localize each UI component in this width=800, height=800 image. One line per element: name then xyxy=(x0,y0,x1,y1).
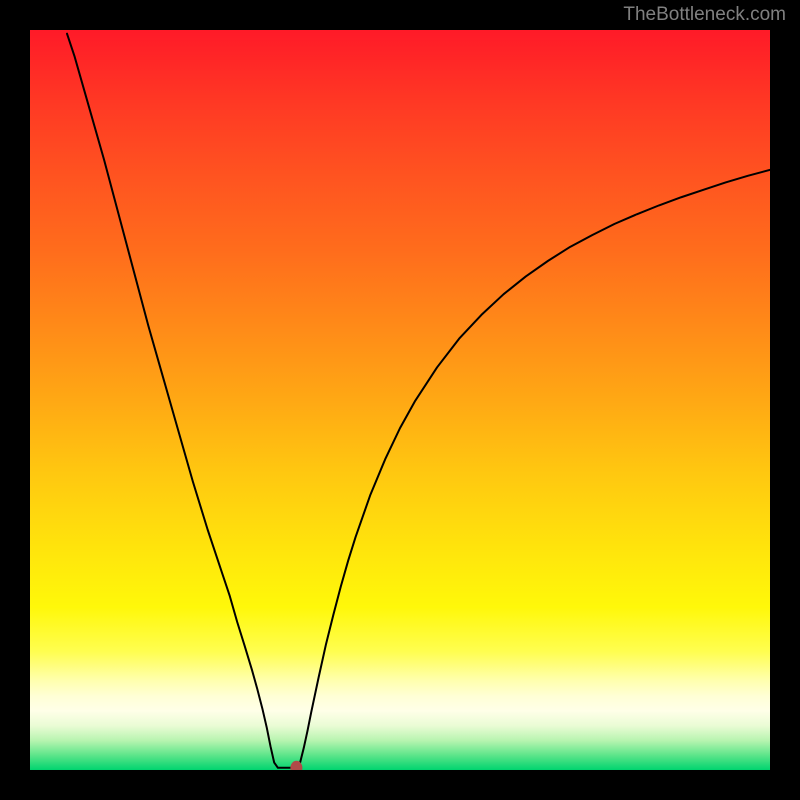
watermark-text: TheBottleneck.com xyxy=(623,4,786,26)
plot-background xyxy=(30,30,770,770)
bottleneck-chart xyxy=(0,0,800,800)
chart-container: TheBottleneck.com xyxy=(0,0,800,800)
